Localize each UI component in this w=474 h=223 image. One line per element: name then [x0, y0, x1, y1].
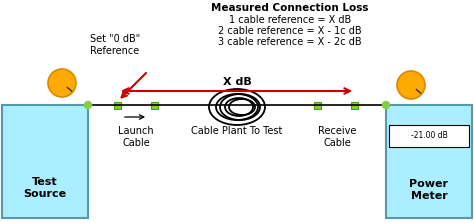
Text: 3 cable reference = X - 2c dB: 3 cable reference = X - 2c dB: [218, 37, 362, 47]
Circle shape: [48, 69, 76, 97]
Text: Launch
Cable: Launch Cable: [118, 126, 154, 148]
FancyBboxPatch shape: [389, 125, 469, 147]
FancyBboxPatch shape: [115, 101, 121, 109]
Circle shape: [397, 71, 425, 99]
Text: 1 cable reference = X dB: 1 cable reference = X dB: [229, 15, 351, 25]
Text: Receive
Cable: Receive Cable: [318, 126, 356, 148]
FancyBboxPatch shape: [352, 101, 358, 109]
Text: -21.00 dB: -21.00 dB: [410, 132, 447, 140]
Text: 2 cable reference = X - 1c dB: 2 cable reference = X - 1c dB: [218, 26, 362, 36]
Text: Test
Source: Test Source: [23, 177, 66, 199]
Text: Measured Connection Loss: Measured Connection Loss: [211, 3, 369, 13]
Text: Cable Plant To Test: Cable Plant To Test: [191, 126, 283, 136]
FancyBboxPatch shape: [152, 101, 158, 109]
FancyBboxPatch shape: [386, 105, 472, 218]
Text: X dB: X dB: [223, 77, 251, 87]
Text: Set "0 dB"
Reference: Set "0 dB" Reference: [90, 34, 140, 56]
Circle shape: [84, 101, 91, 109]
FancyBboxPatch shape: [2, 105, 88, 218]
Text: Power
Meter: Power Meter: [410, 179, 448, 201]
FancyBboxPatch shape: [315, 101, 321, 109]
Circle shape: [383, 101, 390, 109]
